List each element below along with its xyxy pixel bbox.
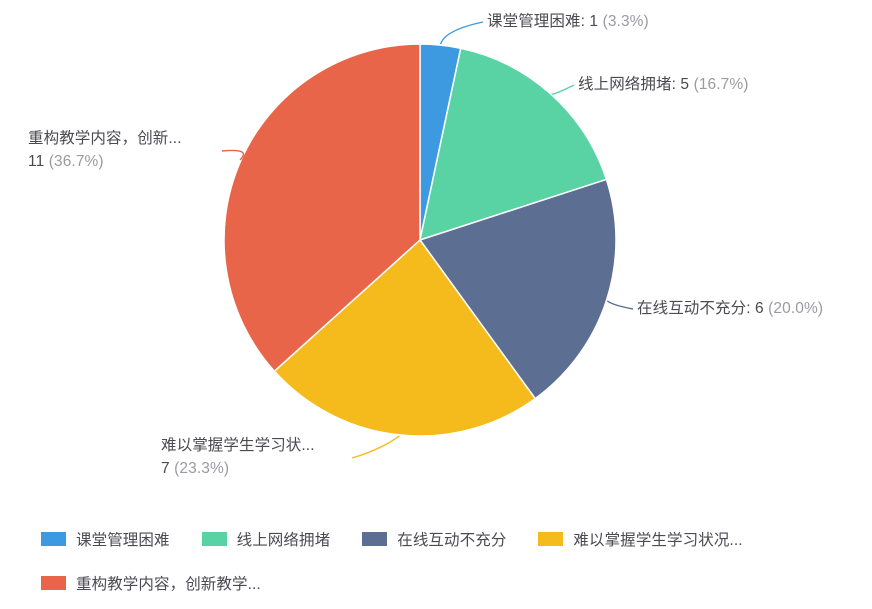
pie-label-text: 重构教学内容，创新... xyxy=(28,130,182,147)
pie-slice-重构教学内容，创新教学...[interactable] xyxy=(223,43,421,373)
legend-item-线上网络拥堵[interactable]: 线上网络拥堵 xyxy=(201,528,331,550)
pie-label-text: 难以掌握学生学习状... xyxy=(161,437,315,454)
pie-slice-线上网络拥堵[interactable] xyxy=(418,47,608,242)
pie-label-line2: 11 (36.7%) xyxy=(28,150,182,173)
pie-label-percent: (16.7%) xyxy=(693,76,749,93)
pie-slices-group xyxy=(223,43,617,437)
pie-label-text: 在线互动不充分: 6 xyxy=(637,300,764,317)
pie-label-线上网络拥堵: 线上网络拥堵: 5 (16.7%) xyxy=(578,73,749,96)
leader-line xyxy=(551,84,575,95)
pie-label-percent: (3.3%) xyxy=(602,13,649,30)
legend-label: 课堂管理困难 xyxy=(76,532,170,549)
pie-slice-在线互动不充分[interactable] xyxy=(418,178,617,400)
legend-item-难以掌握学生学习状况...[interactable]: 难以掌握学生学习状况... xyxy=(538,528,743,550)
pie-label-课堂管理困难: 课堂管理困难: 1 (3.3%) xyxy=(487,10,649,33)
pie-label-line2: 7 (23.3%) xyxy=(161,457,315,480)
legend-label: 难以掌握学生学习状况... xyxy=(573,532,743,549)
pie-slice-难以掌握学生学习状况...[interactable] xyxy=(273,238,537,437)
pie-label-percent: (23.3%) xyxy=(174,460,230,478)
leader-line xyxy=(221,149,245,161)
leader-lines-group xyxy=(221,21,634,459)
pie-label-难以掌握学生学习状况: 难以掌握学生学习状... 7 (23.3%) xyxy=(161,434,315,481)
legend-row: 课堂管理困难 线上网络拥堵 在线互动不充分 难以掌握学生学习状况... xyxy=(41,528,775,550)
legend-swatch-icon xyxy=(201,532,227,546)
legend-label: 重构教学内容，创新教学... xyxy=(76,576,261,593)
leader-line xyxy=(606,300,634,310)
legend-item-课堂管理困难[interactable]: 课堂管理困难 xyxy=(41,528,170,550)
chart-legend: 课堂管理困难 线上网络拥堵 在线互动不充分 难以掌握学生学习状况... 重构教学内容，… xyxy=(0,522,872,609)
legend-item-在线互动不充分[interactable]: 在线互动不充分 xyxy=(362,528,506,550)
legend-label: 线上网络拥堵 xyxy=(236,532,331,549)
legend-swatch-icon xyxy=(41,576,66,590)
pie-label-text: 课堂管理困难: 1 xyxy=(487,13,599,30)
legend-swatch-icon xyxy=(538,532,564,546)
legend-swatch-icon xyxy=(362,532,388,546)
legend-item-重构教学内容，创新教学...[interactable]: 重构教学内容，创新教学... xyxy=(41,572,261,594)
legend-label: 在线互动不充分 xyxy=(397,532,507,549)
leader-line xyxy=(439,21,484,45)
leader-line xyxy=(351,435,400,459)
legend-row: 重构教学内容，创新教学... xyxy=(41,572,293,594)
pie-label-percent: (36.7%) xyxy=(48,153,104,171)
legend-swatch-icon xyxy=(41,532,66,546)
pie-label-text: 线上网络拥堵: 5 xyxy=(578,76,690,93)
pie-label-value: 11 xyxy=(28,153,45,171)
pie-label-value: 7 xyxy=(161,460,170,478)
pie-label-percent: (20.0%) xyxy=(768,300,824,317)
pie-label-重构教学内容创新教学: 重构教学内容，创新... 11 (36.7%) xyxy=(28,127,182,174)
pie-label-在线互动不充分: 在线互动不充分: 6 (20.0%) xyxy=(637,297,823,320)
